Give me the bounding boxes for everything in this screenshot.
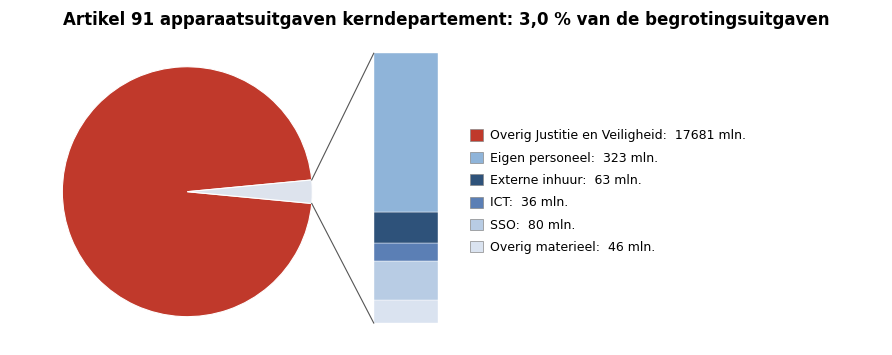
Bar <box>374 212 438 243</box>
Bar <box>374 243 438 261</box>
Text: Artikel 91 apparaatsuitgaven kerndepartement: 3,0 % van de begrotingsuitgaven: Artikel 91 apparaatsuitgaven kerndeparte… <box>62 11 830 29</box>
Bar <box>374 261 438 300</box>
Wedge shape <box>187 180 312 203</box>
Bar <box>374 300 438 323</box>
Wedge shape <box>62 67 311 317</box>
Legend: Overig Justitie en Veiligheid:  17681 mln., Eigen personeel:  323 mln., Externe : Overig Justitie en Veiligheid: 17681 mln… <box>470 129 746 254</box>
Bar <box>374 53 438 212</box>
